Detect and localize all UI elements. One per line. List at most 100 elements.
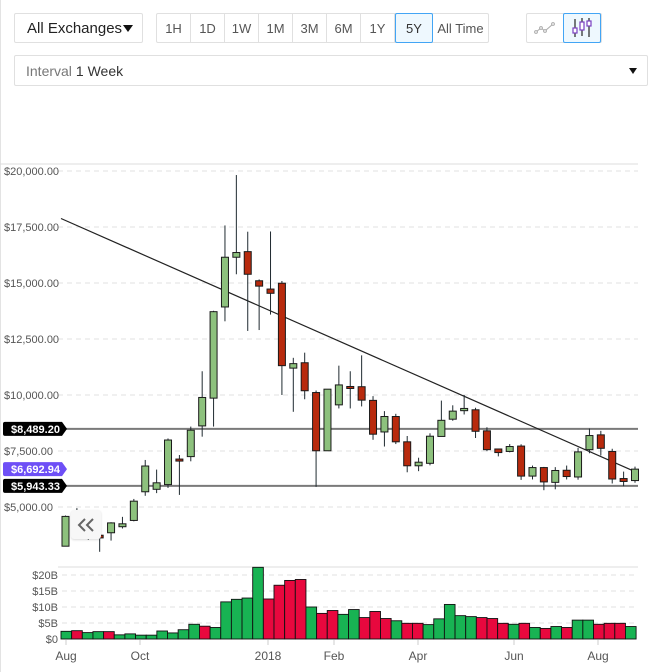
volume-axis-label: $10B — [32, 602, 58, 614]
candle — [551, 467, 560, 490]
candle — [448, 405, 457, 421]
volume-bar — [209, 627, 222, 640]
line-chart-icon — [534, 22, 555, 34]
volume-bar — [454, 615, 467, 640]
candle — [608, 448, 617, 484]
candle — [243, 231, 252, 331]
exchange-select[interactable]: All Exchanges — [14, 13, 143, 43]
volume-bar — [92, 631, 105, 640]
x-axis-label: Oct — [131, 649, 150, 663]
volume-bar — [337, 613, 349, 640]
candle — [164, 438, 173, 488]
range-button-1h[interactable]: 1H — [157, 14, 191, 42]
range-button-1m[interactable]: 1M — [259, 14, 293, 42]
range-button-6m[interactable]: 6M — [327, 14, 361, 42]
resistance-price-tag: $8,489.20 — [3, 421, 67, 436]
interval-select[interactable]: Interval 1 Week — [14, 55, 648, 86]
candle — [346, 371, 355, 409]
range-button-1y[interactable]: 1Y — [361, 14, 395, 42]
candle — [323, 388, 332, 452]
volume-bar — [316, 612, 328, 640]
y-axis-label: $20,000.00 — [4, 166, 59, 178]
candle — [391, 413, 400, 445]
volume-bar — [198, 625, 211, 640]
volume-bar — [145, 634, 158, 640]
volume-bar — [305, 606, 318, 640]
volume-bar — [241, 597, 254, 640]
volume-bar — [518, 622, 531, 640]
range-button-1w[interactable]: 1W — [225, 14, 259, 42]
volume-bar — [380, 618, 392, 640]
volume-bar — [401, 622, 413, 640]
range-button-all-time[interactable]: All Time — [437, 20, 484, 36]
current-price-tag: $6,692.94 — [3, 462, 67, 477]
candle — [198, 371, 207, 437]
candle — [141, 459, 150, 496]
volume-axis-label: $15B — [32, 586, 58, 598]
range-button-3m[interactable]: 3M — [293, 14, 327, 42]
candle — [232, 175, 241, 275]
volume-bar — [220, 601, 232, 640]
candle — [482, 427, 491, 452]
candle — [380, 411, 389, 447]
x-axis-label: 2018 — [255, 649, 282, 663]
volume-bar — [443, 603, 456, 640]
volume-bar — [465, 616, 477, 640]
volume-bar — [529, 627, 541, 640]
candle — [277, 280, 286, 395]
y-axis-label: $15,000.00 — [4, 278, 59, 290]
line-chart-button[interactable] — [527, 14, 563, 42]
candle — [118, 516, 127, 529]
candle — [334, 365, 343, 409]
candle — [175, 455, 184, 495]
support-price-tag: $5,943.33 — [3, 478, 67, 493]
range-button-5y[interactable]: 5Y — [395, 13, 433, 43]
volume-bar — [390, 620, 403, 640]
candle — [585, 428, 594, 454]
candle — [220, 225, 229, 322]
candle — [494, 448, 503, 457]
candlestick-chart-button[interactable] — [563, 13, 601, 43]
caret-down-icon — [123, 25, 133, 32]
volume-bar — [135, 634, 147, 640]
volume-bar — [113, 634, 126, 640]
candle — [574, 447, 583, 480]
volume-bar — [348, 609, 360, 640]
volume-bar — [188, 623, 200, 640]
candle — [209, 310, 218, 427]
volume-bar — [294, 579, 307, 640]
candle — [528, 465, 537, 480]
x-axis-label: Feb — [324, 649, 345, 663]
volume-bar — [71, 630, 83, 640]
candle — [266, 231, 275, 315]
candle — [289, 357, 298, 412]
candle — [460, 395, 469, 415]
candle — [631, 466, 639, 483]
volume-bar — [326, 610, 339, 640]
candle — [505, 444, 514, 453]
chart-type-toggle — [526, 13, 602, 43]
volume-bar — [571, 619, 584, 640]
volume-bar — [582, 619, 594, 640]
volume-bar — [625, 626, 637, 640]
volume-bar — [507, 623, 520, 640]
candle — [357, 355, 366, 407]
volume-axis-label: $20B — [32, 570, 58, 582]
resistance-price-tag-text: $8,489.20 — [11, 424, 60, 436]
trendline[interactable] — [60, 217, 635, 472]
interval-label: Interval — [26, 62, 72, 79]
candle — [312, 390, 321, 487]
scroll-back-button[interactable] — [71, 510, 101, 539]
range-button-1d[interactable]: 1D — [191, 14, 225, 42]
volume-bar — [167, 632, 179, 640]
x-axis-label: Apr — [409, 649, 428, 663]
volume-bar — [412, 622, 424, 640]
volume-bar — [262, 598, 275, 640]
candle — [61, 515, 70, 547]
x-axis-label: Jun — [504, 649, 523, 663]
candle — [369, 396, 378, 440]
volume-bar — [177, 629, 190, 640]
candle — [425, 433, 434, 466]
support-price-tag-text: $5,943.33 — [11, 481, 60, 493]
